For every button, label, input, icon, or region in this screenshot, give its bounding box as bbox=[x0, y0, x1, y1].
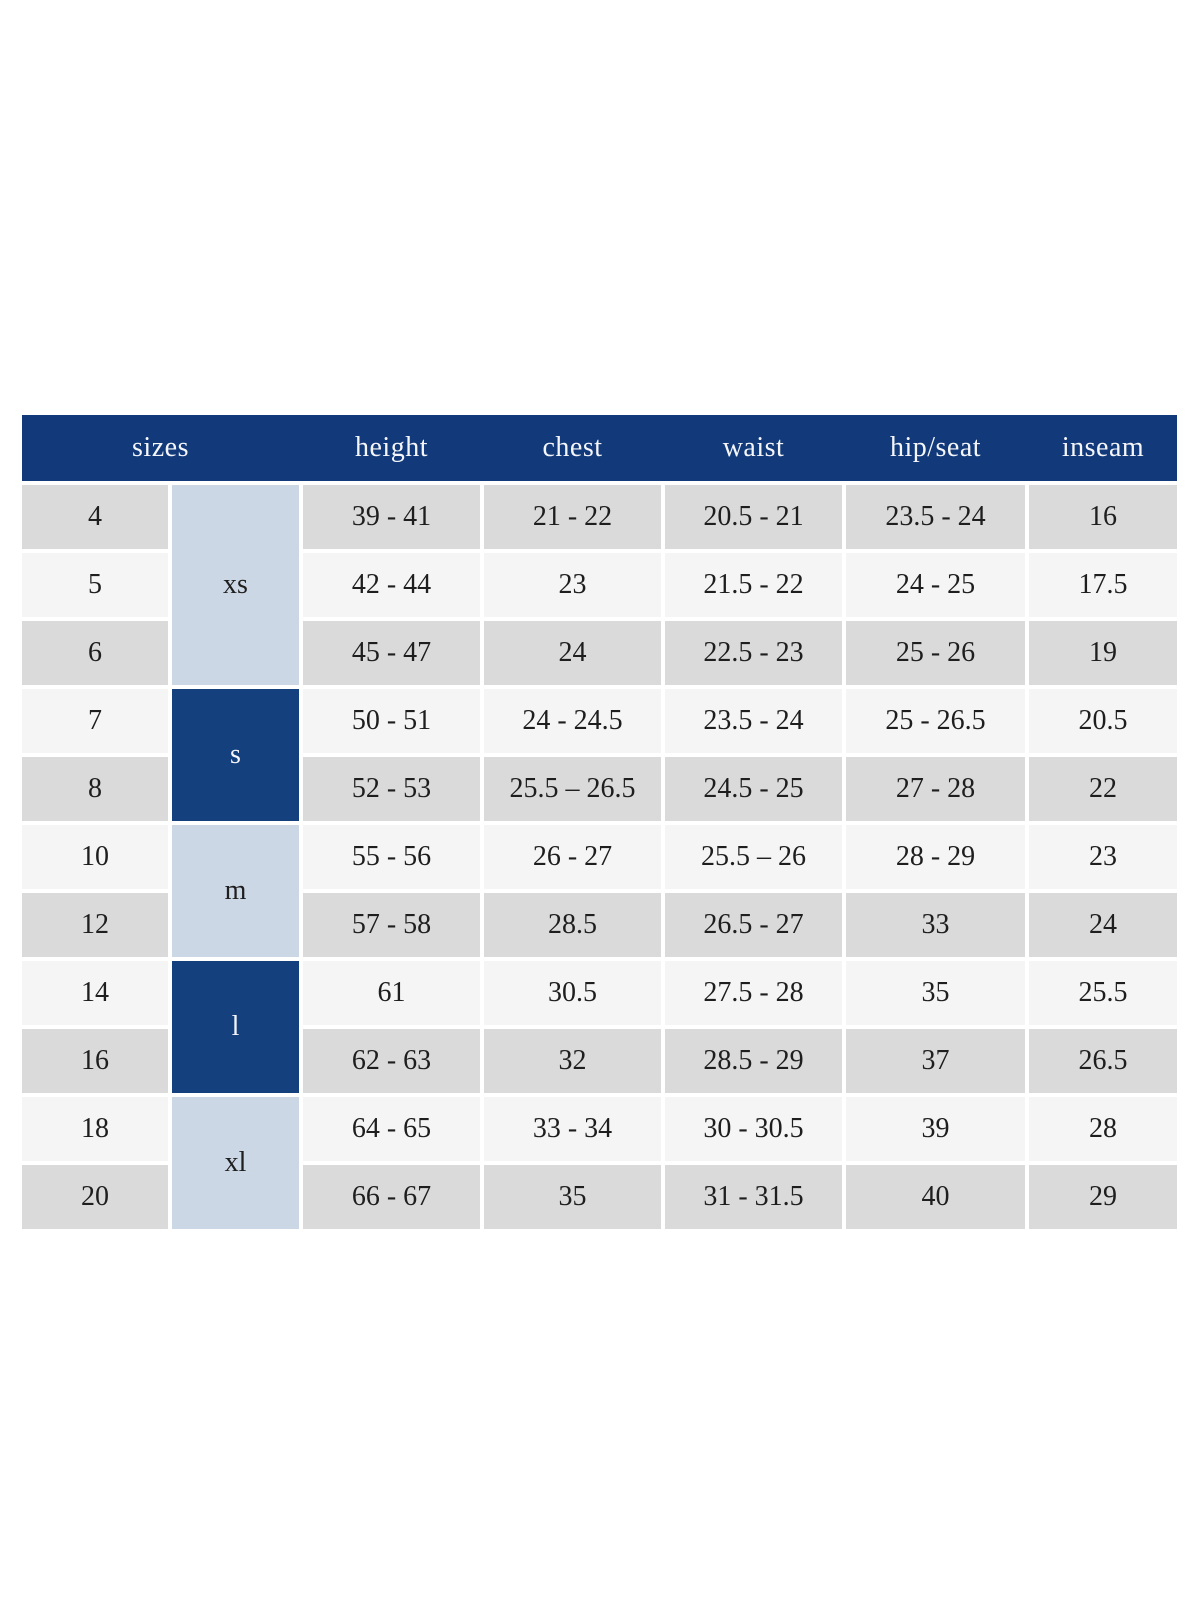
cell-size: 7 bbox=[22, 689, 168, 753]
cell-hip-seat: 39 bbox=[846, 1097, 1025, 1161]
group-label-m: m bbox=[172, 825, 299, 957]
cell-size: 12 bbox=[22, 893, 168, 957]
cell-chest: 21 - 22 bbox=[484, 485, 661, 549]
cell-hip-seat: 27 - 28 bbox=[846, 757, 1025, 821]
col-header-hip-seat: hip/seat bbox=[889, 432, 982, 463]
cell-chest: 24 bbox=[484, 621, 661, 685]
cell-chest: 23 bbox=[484, 553, 661, 617]
cell-inseam: 22 bbox=[1029, 757, 1177, 821]
cell-waist: 24.5 - 25 bbox=[665, 757, 842, 821]
cell-hip-seat: 33 bbox=[846, 893, 1025, 957]
cell-inseam: 26.5 bbox=[1029, 1029, 1177, 1093]
cell-inseam: 29 bbox=[1029, 1165, 1177, 1229]
col-header-chest: chest bbox=[542, 432, 603, 463]
col-header-waist: waist bbox=[722, 432, 785, 463]
cell-height: 57 - 58 bbox=[303, 893, 480, 957]
cell-waist: 20.5 - 21 bbox=[665, 485, 842, 549]
cell-hip-seat: 28 - 29 bbox=[846, 825, 1025, 889]
cell-hip-seat: 24 - 25 bbox=[846, 553, 1025, 617]
cell-height: 64 - 65 bbox=[303, 1097, 480, 1161]
cell-inseam: 20.5 bbox=[1029, 689, 1177, 753]
cell-waist: 27.5 - 28 bbox=[665, 961, 842, 1025]
cell-hip-seat: 23.5 - 24 bbox=[846, 485, 1025, 549]
cell-waist: 25.5 – 26 bbox=[665, 825, 842, 889]
cell-height: 39 - 41 bbox=[303, 485, 480, 549]
cell-size: 10 bbox=[22, 825, 168, 889]
cell-inseam: 28 bbox=[1029, 1097, 1177, 1161]
col-header-height: height bbox=[355, 432, 428, 463]
cell-height: 66 - 67 bbox=[303, 1165, 480, 1229]
cell-inseam: 17.5 bbox=[1029, 553, 1177, 617]
cell-inseam: 19 bbox=[1029, 621, 1177, 685]
cell-waist: 26.5 - 27 bbox=[665, 893, 842, 957]
cell-chest: 26 - 27 bbox=[484, 825, 661, 889]
cell-hip-seat: 40 bbox=[846, 1165, 1025, 1229]
group-label-s: s bbox=[172, 689, 299, 821]
group-label-xl: xl bbox=[172, 1097, 299, 1229]
cell-size: 18 bbox=[22, 1097, 168, 1161]
cell-hip-seat: 35 bbox=[846, 961, 1025, 1025]
cell-inseam: 25.5 bbox=[1029, 961, 1177, 1025]
group-label-l: l bbox=[172, 961, 299, 1093]
cell-height: 61 bbox=[303, 961, 480, 1025]
cell-chest: 25.5 – 26.5 bbox=[484, 757, 661, 821]
group-label-xs: xs bbox=[172, 485, 299, 685]
col-header-sizes: sizes bbox=[132, 432, 189, 463]
cell-waist: 22.5 - 23 bbox=[665, 621, 842, 685]
cell-height: 42 - 44 bbox=[303, 553, 480, 617]
cell-size: 16 bbox=[22, 1029, 168, 1093]
cell-waist: 28.5 - 29 bbox=[665, 1029, 842, 1093]
col-header-inseam: inseam bbox=[1061, 432, 1145, 463]
cell-inseam: 23 bbox=[1029, 825, 1177, 889]
cell-waist: 21.5 - 22 bbox=[665, 553, 842, 617]
cell-size: 5 bbox=[22, 553, 168, 617]
cell-size: 6 bbox=[22, 621, 168, 685]
cell-hip-seat: 25 - 26.5 bbox=[846, 689, 1025, 753]
cell-size: 20 bbox=[22, 1165, 168, 1229]
cell-height: 62 - 63 bbox=[303, 1029, 480, 1093]
cell-chest: 32 bbox=[484, 1029, 661, 1093]
cell-size: 14 bbox=[22, 961, 168, 1025]
size-chart-table: sizes height chest waist hip/seat inseam… bbox=[22, 415, 1177, 1229]
cell-waist: 31 - 31.5 bbox=[665, 1165, 842, 1229]
cell-hip-seat: 37 bbox=[846, 1029, 1025, 1093]
table-body: 4 xs 39 - 41 21 - 22 20.5 - 21 23.5 - 24… bbox=[22, 485, 1177, 1229]
cell-waist: 30 - 30.5 bbox=[665, 1097, 842, 1161]
cell-chest: 24 - 24.5 bbox=[484, 689, 661, 753]
cell-size: 4 bbox=[22, 485, 168, 549]
table-header-row: sizes height chest waist hip/seat inseam bbox=[22, 415, 1177, 481]
cell-height: 52 - 53 bbox=[303, 757, 480, 821]
cell-inseam: 24 bbox=[1029, 893, 1177, 957]
cell-height: 50 - 51 bbox=[303, 689, 480, 753]
cell-inseam: 16 bbox=[1029, 485, 1177, 549]
cell-height: 45 - 47 bbox=[303, 621, 480, 685]
cell-height: 55 - 56 bbox=[303, 825, 480, 889]
cell-chest: 30.5 bbox=[484, 961, 661, 1025]
cell-size: 8 bbox=[22, 757, 168, 821]
cell-chest: 33 - 34 bbox=[484, 1097, 661, 1161]
cell-waist: 23.5 - 24 bbox=[665, 689, 842, 753]
cell-chest: 35 bbox=[484, 1165, 661, 1229]
cell-chest: 28.5 bbox=[484, 893, 661, 957]
cell-hip-seat: 25 - 26 bbox=[846, 621, 1025, 685]
